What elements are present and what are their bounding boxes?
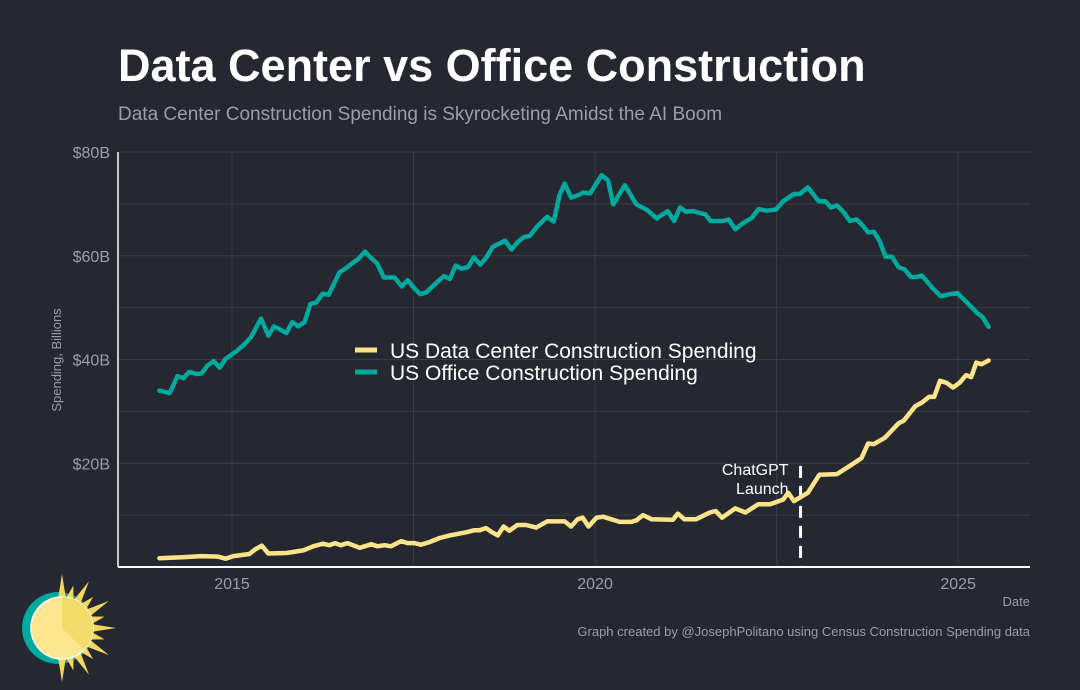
- source-caption: Graph created by @JosephPolitano using C…: [577, 624, 1030, 639]
- sun-ray: [85, 639, 109, 655]
- y-tick-label: $20B: [73, 456, 110, 473]
- y-tick-label: $80B: [73, 145, 110, 162]
- chart-title: Data Center vs Office Construction: [118, 40, 866, 91]
- data-center-series-line: [157, 358, 991, 561]
- office-series-line: [157, 173, 991, 396]
- sun-ray: [65, 655, 74, 671]
- sun-ray: [65, 585, 74, 601]
- x-axis-label: Date: [1002, 594, 1030, 609]
- sun-ray: [91, 624, 116, 632]
- axis-ticks: $20B $40B $60B $80B 2015 2020 2025: [73, 145, 976, 593]
- legend: US Data Center Construction Spending US …: [355, 340, 757, 385]
- sun-ray: [58, 657, 66, 682]
- legend-label-data-center: US Data Center Construction Spending: [390, 340, 757, 363]
- legend-label-office: US Office Construction Spending: [390, 362, 698, 385]
- series-lines: [157, 173, 991, 561]
- grid: [118, 151, 1030, 567]
- sun-ray: [73, 581, 89, 605]
- logo-sun-icon: [22, 574, 116, 682]
- x-tick-label: 2015: [214, 576, 250, 593]
- annotation-label: ChatGPT: [722, 462, 789, 479]
- sun-ray: [89, 631, 105, 640]
- sun-ray: [58, 574, 66, 599]
- x-tick-label: 2020: [577, 576, 613, 593]
- chart-subtitle: Data Center Construction Spending is Sky…: [118, 104, 723, 125]
- y-tick-label: $40B: [73, 353, 110, 370]
- annotation-label: Launch: [736, 481, 789, 498]
- y-tick-label: $60B: [73, 249, 110, 266]
- chatgpt-annotation: ChatGPT Launch: [722, 462, 803, 567]
- y-axis-label: Spending, Billions: [49, 308, 64, 412]
- sun-ray: [73, 651, 89, 675]
- sun-ray: [89, 616, 105, 625]
- sun-ray: [85, 601, 109, 617]
- x-tick-label: 2025: [940, 576, 976, 593]
